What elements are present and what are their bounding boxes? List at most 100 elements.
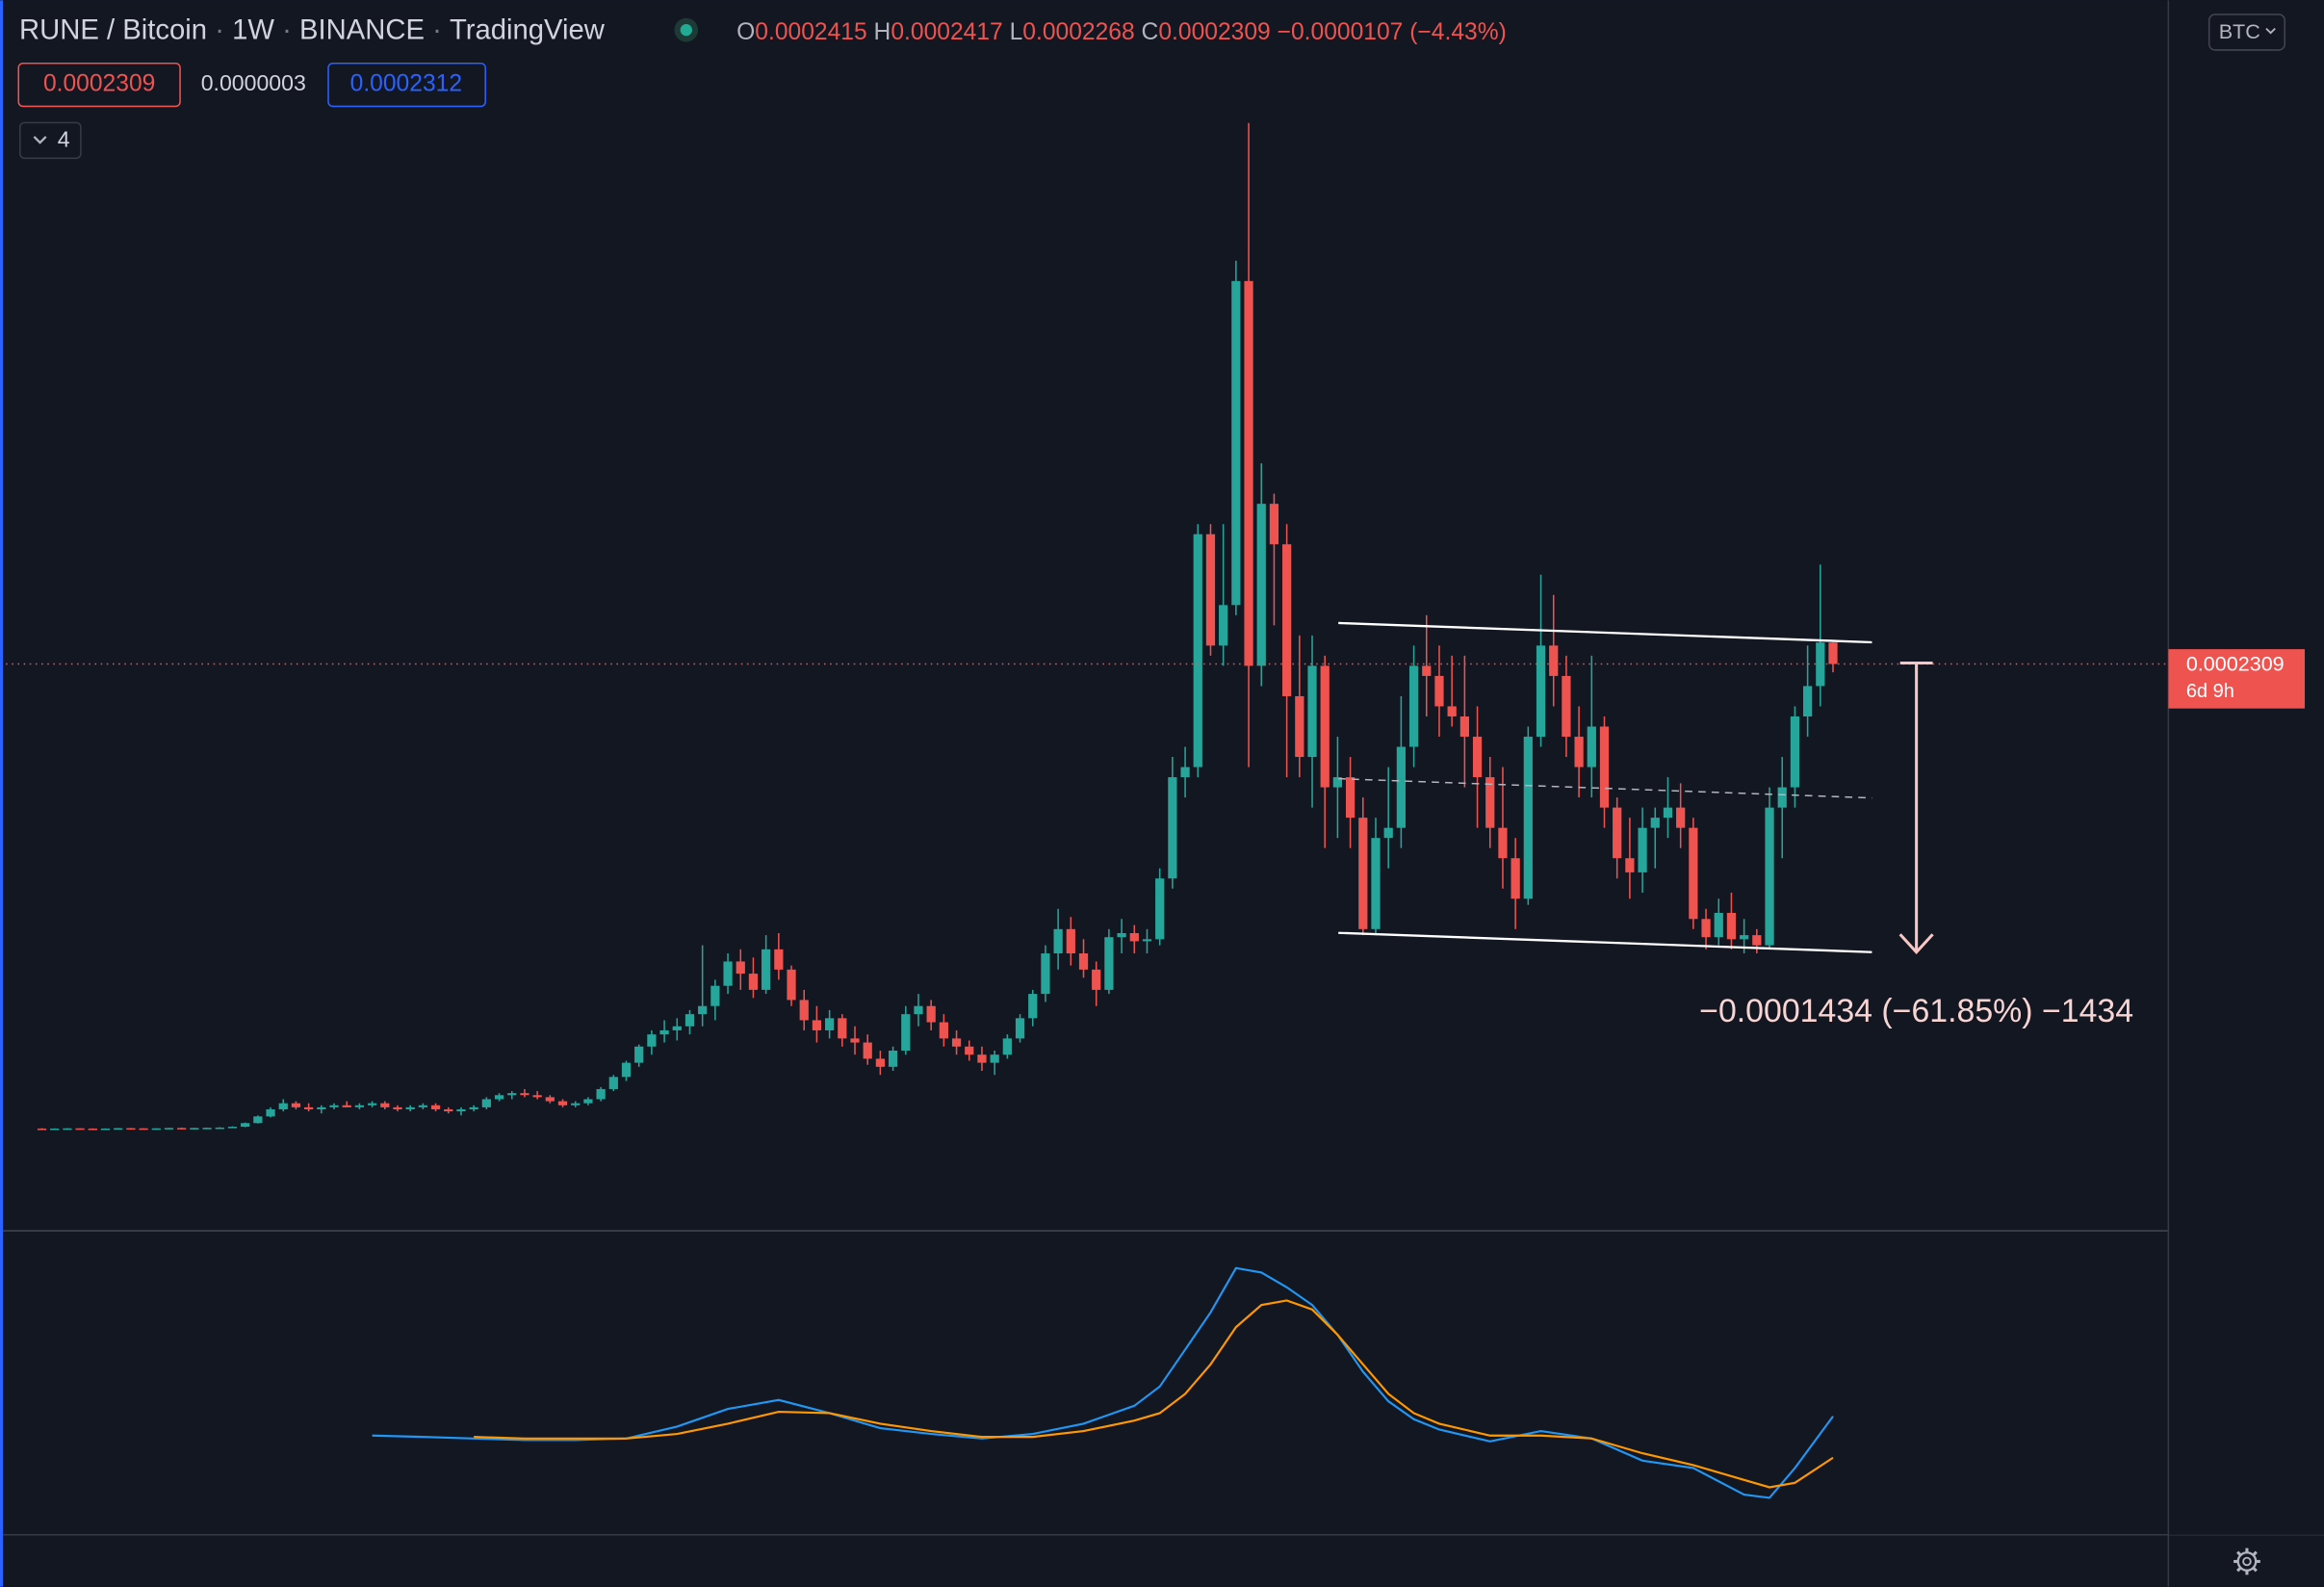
candle-body (926, 1005, 936, 1023)
candle-body (354, 1105, 365, 1107)
ohlc-key: O (736, 19, 755, 45)
candle-body (1155, 878, 1165, 940)
candle-body (1549, 645, 1559, 676)
gear-hub (2242, 1556, 2252, 1567)
axis-layer: 0.0002309 6d 9h (2168, 649, 2305, 709)
ohlc-line: O0.0002415 H0.0002417 L0.0002268 C0.0002… (736, 19, 1507, 45)
candle-body (1053, 928, 1063, 954)
candle-body (1714, 912, 1723, 938)
ohlc-value: 0.0002309 (1158, 19, 1270, 45)
candle-body (1625, 858, 1635, 872)
source: TradingView (450, 14, 606, 45)
candle-body (1752, 935, 1762, 946)
candle-body (151, 1128, 161, 1131)
candle-body (583, 1099, 593, 1104)
candle-body (1434, 675, 1444, 707)
candle-body (1472, 737, 1483, 778)
candle-body (532, 1095, 542, 1098)
candle-body (393, 1106, 402, 1109)
candle-body (774, 949, 784, 970)
candle-body (456, 1108, 466, 1112)
candle-body (1459, 715, 1469, 738)
candle-body (723, 961, 733, 986)
indicator-toggle[interactable] (19, 121, 82, 160)
last-price-badge (2168, 649, 2305, 709)
candle-body (1193, 533, 1202, 767)
candle-body (1599, 726, 1610, 808)
bid-price: 0.0002309 (43, 71, 155, 97)
candle-body (939, 1022, 948, 1039)
candle-body (1358, 818, 1368, 929)
market-status-dot[interactable] (680, 23, 692, 37)
candle-body (430, 1105, 441, 1109)
currency-button[interactable] (2208, 13, 2285, 51)
candle-body (507, 1093, 517, 1096)
candle-body (888, 1050, 898, 1067)
candle-body (1676, 807, 1686, 828)
ohlc-key: L (1010, 19, 1023, 45)
candle-body (241, 1123, 250, 1128)
candle-body (1092, 969, 1101, 990)
candle-body (444, 1108, 453, 1112)
candle-body (545, 1097, 555, 1102)
candle-body (1498, 827, 1508, 859)
candle-body (838, 1018, 847, 1039)
candle-body (126, 1128, 136, 1131)
channel-mid-line[interactable] (1338, 777, 1872, 799)
candle-body (1408, 665, 1419, 747)
candle-body (1129, 933, 1139, 942)
candle-body (608, 1077, 618, 1089)
candle-body (266, 1108, 275, 1117)
candle-body (1701, 919, 1711, 938)
candle-body (596, 1088, 606, 1100)
candle-body (202, 1128, 212, 1130)
candle-body (698, 1005, 708, 1015)
candle-body (1726, 912, 1737, 940)
settings-button[interactable] (2234, 1548, 2260, 1575)
candle-body (1332, 777, 1343, 788)
candle-body (1282, 544, 1292, 696)
ask-box[interactable] (327, 63, 486, 108)
candle-body (37, 1128, 47, 1131)
candle-body (1244, 280, 1253, 666)
candle-body (342, 1105, 351, 1107)
chevron-icon (33, 136, 47, 144)
candle-body (647, 1034, 657, 1047)
candle-body (1422, 665, 1432, 676)
candle-body (227, 1127, 238, 1129)
candle-body (1205, 533, 1216, 646)
candle-body (787, 969, 796, 1001)
candle-body (304, 1106, 314, 1109)
channel-lower-line[interactable] (1338, 931, 1872, 953)
candle-body (291, 1103, 301, 1107)
candle-body (405, 1106, 415, 1109)
candle-body (317, 1106, 326, 1109)
gear-teeth (2234, 1548, 2260, 1575)
candle-body (977, 1054, 987, 1063)
candle-body (50, 1128, 60, 1131)
candle-body (1028, 994, 1038, 1019)
symbol[interactable]: RUNE / Bitcoin (19, 14, 207, 45)
candle-body (100, 1128, 111, 1131)
channel-upper-line[interactable] (1338, 621, 1872, 644)
candle-body (418, 1105, 428, 1107)
candle-body (951, 1038, 962, 1047)
candle-body (1002, 1038, 1012, 1055)
price-axis (2168, 0, 2324, 1535)
candle-body (75, 1128, 85, 1131)
candle-body (914, 1005, 923, 1015)
bid-box[interactable] (17, 63, 181, 108)
ask-price: 0.0002312 (350, 71, 462, 97)
candle-body (850, 1038, 860, 1043)
indicator-line (474, 1299, 1834, 1489)
candle-body (1562, 675, 1571, 738)
measure-arrow[interactable] (1898, 661, 1934, 955)
candle-body (812, 1020, 822, 1030)
interval[interactable]: 1W (232, 14, 274, 45)
candle-body (329, 1105, 339, 1107)
candle-body (748, 974, 759, 990)
candle-body (253, 1116, 263, 1124)
